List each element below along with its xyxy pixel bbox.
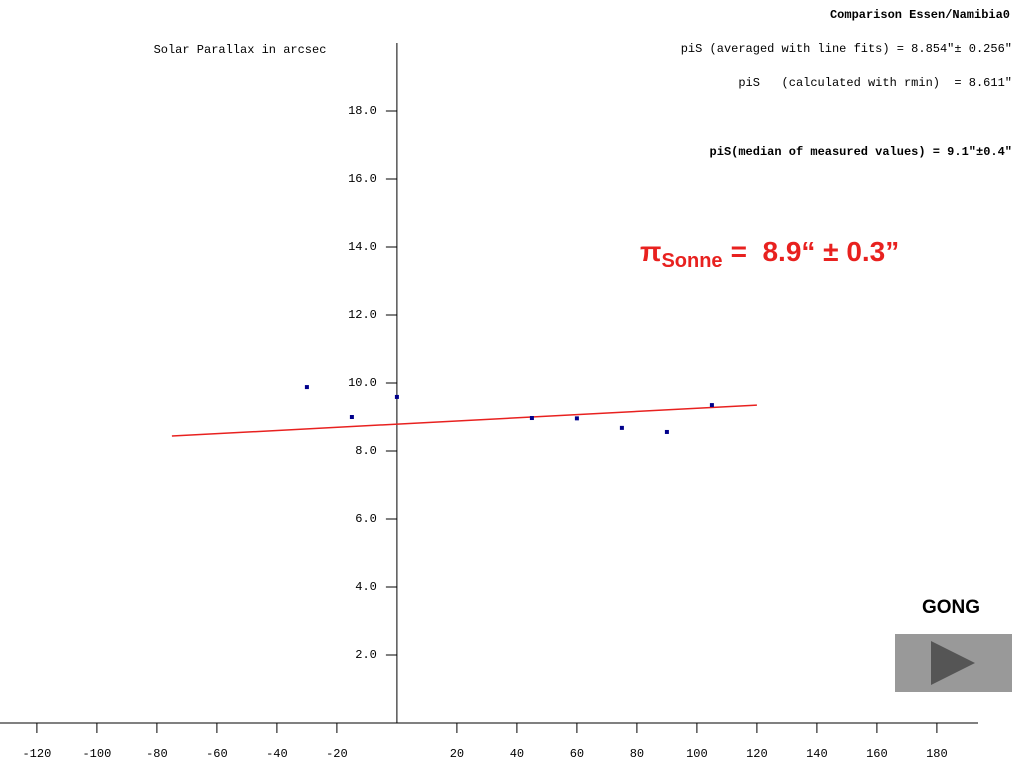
result-value: = 8.9“ ± 0.3” — [731, 236, 900, 267]
y-tick-label: 10.0 — [348, 376, 377, 390]
annotation: piS (calculated with rmin) = 8.611" — [738, 76, 1012, 90]
result-symbol: π — [640, 236, 661, 267]
x-tick-label: 20 — [450, 747, 464, 761]
data-point — [304, 385, 309, 390]
x-tick-label: 160 — [866, 747, 888, 761]
x-tick-label: 80 — [630, 747, 644, 761]
annotation: piS(median of measured values) = 9.1"±0.… — [710, 145, 1012, 159]
nav-label: GONG — [922, 597, 980, 618]
result-text: πSonne = 8.9“ ± 0.3” — [640, 236, 899, 272]
data-point — [529, 416, 534, 421]
button-icon[interactable] — [931, 641, 975, 685]
y-tick-label: 8.0 — [355, 444, 377, 458]
y-tick-label: 18.0 — [348, 104, 377, 118]
x-tick-label: 180 — [926, 747, 948, 761]
data-point — [349, 415, 354, 419]
play-button[interactable] — [895, 634, 1012, 692]
y-tick-label: 2.0 — [355, 648, 377, 662]
data-point — [664, 429, 669, 434]
y-tick-label: 6.0 — [355, 512, 377, 526]
y-tick-label: 4.0 — [355, 580, 377, 594]
x-tick-label: -20 — [326, 747, 348, 761]
data-point — [709, 403, 714, 408]
y-tick-label: 14.0 — [348, 240, 377, 254]
annotation: piS (averaged with line fits) = 8.854"± … — [681, 42, 1012, 56]
data-point — [574, 416, 579, 421]
result-subscript: Sonne — [661, 250, 722, 272]
fit-line — [171, 404, 757, 437]
x-tick-label: -100 — [82, 747, 111, 761]
chart-title: Comparison Essen/Namibia0 — [830, 8, 1010, 22]
x-tick-label: -40 — [266, 747, 288, 761]
data-point — [394, 394, 399, 399]
x-tick-label: 40 — [510, 747, 524, 761]
x-tick-label: 140 — [806, 747, 828, 761]
y-tick-label: 16.0 — [348, 172, 377, 186]
x-tick-label: 60 — [570, 747, 584, 761]
y-axis-label: Solar Parallax in arcsec — [154, 43, 327, 57]
x-tick-label: -120 — [22, 747, 51, 761]
x-tick-label: 120 — [746, 747, 768, 761]
x-tick-label: 100 — [686, 747, 708, 761]
x-tick-label: -60 — [206, 747, 228, 761]
x-tick-label: -80 — [146, 747, 168, 761]
y-tick-label: 12.0 — [348, 308, 377, 322]
data-point — [619, 425, 624, 430]
